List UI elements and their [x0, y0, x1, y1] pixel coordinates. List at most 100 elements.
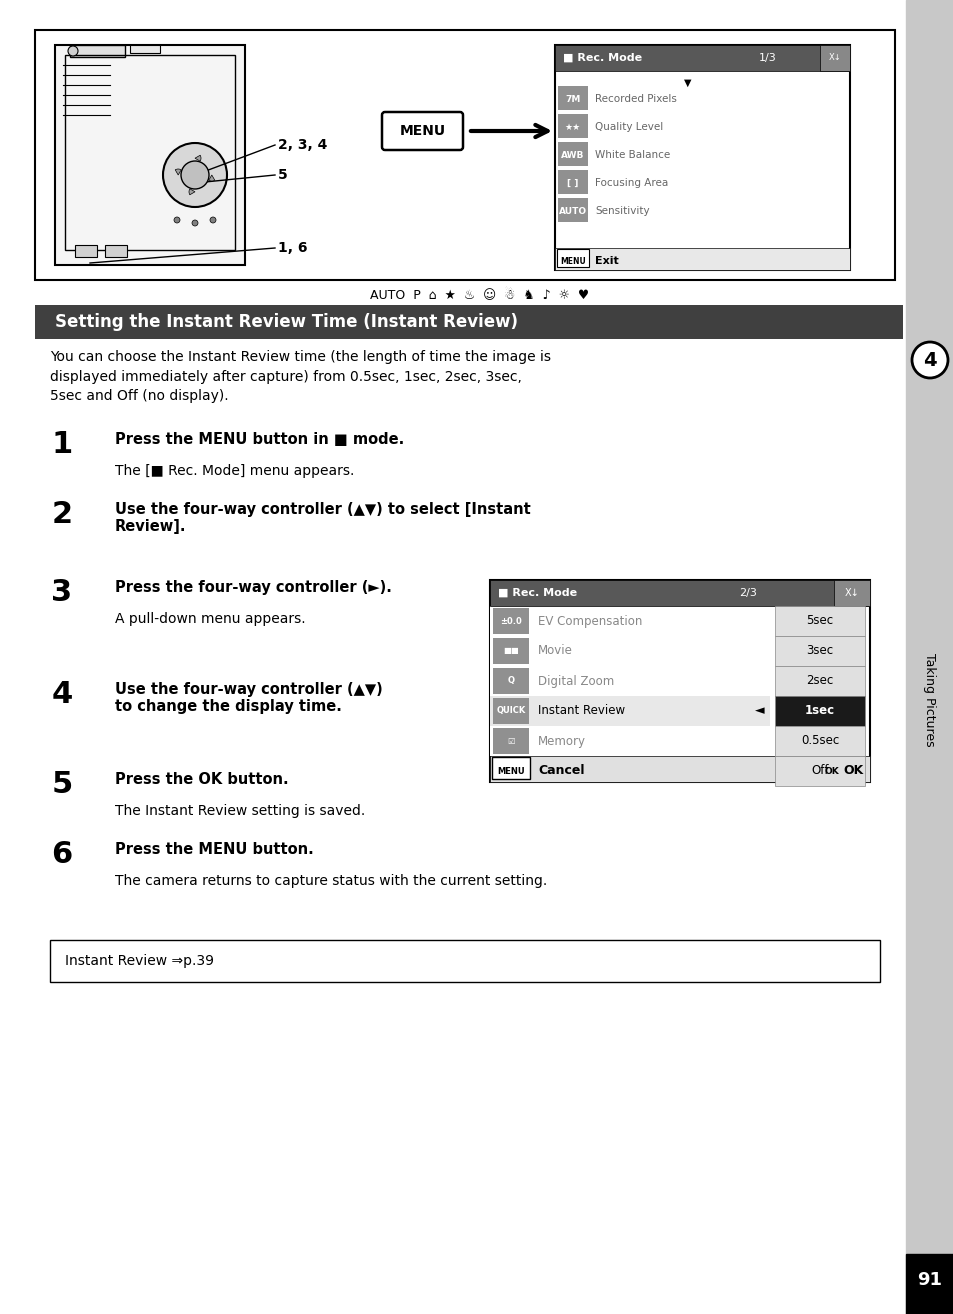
Circle shape	[163, 143, 227, 208]
Bar	[558, 170, 587, 194]
Bar	[130, 45, 160, 53]
Text: Use the four-way controller (▲▼) to select [Instant
Review].: Use the four-way controller (▲▼) to sele…	[115, 502, 530, 535]
Bar	[490, 579, 869, 606]
Bar	[558, 114, 587, 138]
Text: 2sec: 2sec	[805, 674, 833, 687]
Bar	[558, 142, 587, 166]
Text: ▼: ▼	[683, 78, 691, 88]
Text: Focusing Area: Focusing Area	[595, 177, 667, 188]
Text: Q: Q	[507, 677, 514, 686]
Text: [ ]: [ ]	[567, 179, 578, 188]
Text: Digital Zoom: Digital Zoom	[537, 674, 614, 687]
Text: OK: OK	[823, 766, 839, 775]
Text: 1/3: 1/3	[758, 53, 776, 63]
Text: Press the MENU button in ■ mode.: Press the MENU button in ■ mode.	[115, 432, 404, 447]
Bar	[70, 45, 125, 57]
Text: 2, 3, 4: 2, 3, 4	[277, 138, 327, 152]
Text: ±0.0: ±0.0	[499, 616, 521, 625]
Bar	[774, 727, 864, 756]
Bar	[493, 668, 529, 694]
Bar	[493, 728, 529, 754]
Text: ■ Rec. Mode: ■ Rec. Mode	[562, 53, 641, 63]
Text: AUTO  P  ⌂  ★  ♨  ☺  ☃  ♞  ♪  ☼  ♥: AUTO P ⌂ ★ ♨ ☺ ☃ ♞ ♪ ☼ ♥	[370, 288, 589, 302]
Text: ☑: ☑	[507, 737, 515, 745]
Circle shape	[68, 46, 78, 57]
Bar	[905, 1254, 953, 1314]
Text: 5: 5	[277, 168, 288, 183]
Text: The camera returns to capture status with the current setting.: The camera returns to capture status wit…	[115, 874, 547, 888]
Text: White Balance: White Balance	[595, 150, 670, 160]
Text: Exit: Exit	[595, 256, 618, 265]
Bar	[774, 606, 864, 636]
Text: MENU: MENU	[497, 766, 524, 775]
Text: OK: OK	[843, 765, 863, 778]
Text: Use the four-way controller (▲▼)
to change the display time.: Use the four-way controller (▲▼) to chan…	[115, 682, 382, 715]
Wedge shape	[189, 189, 194, 194]
Bar	[820, 45, 849, 71]
Text: Memory: Memory	[537, 735, 585, 748]
Text: 2/3: 2/3	[739, 587, 757, 598]
Text: 5sec: 5sec	[805, 615, 833, 628]
Text: The [■ Rec. Mode] menu appears.: The [■ Rec. Mode] menu appears.	[115, 464, 354, 478]
Bar	[490, 727, 769, 756]
Bar	[35, 30, 894, 280]
Text: AUTO: AUTO	[558, 206, 586, 215]
Text: Press the MENU button.: Press the MENU button.	[115, 842, 314, 857]
Circle shape	[911, 342, 947, 378]
Circle shape	[173, 217, 180, 223]
Wedge shape	[209, 175, 214, 181]
Bar	[833, 579, 869, 606]
FancyBboxPatch shape	[381, 112, 462, 150]
Text: 3sec: 3sec	[805, 644, 833, 657]
Text: 0.5sec: 0.5sec	[800, 735, 839, 748]
Bar	[774, 696, 864, 727]
Text: QUICK: QUICK	[496, 707, 525, 716]
Bar	[75, 244, 97, 258]
FancyBboxPatch shape	[557, 248, 588, 267]
Text: AWB: AWB	[560, 151, 584, 159]
Text: X↓: X↓	[828, 54, 841, 63]
Text: ◄: ◄	[755, 704, 764, 717]
Bar	[555, 248, 849, 269]
Bar	[490, 756, 869, 782]
Bar	[65, 55, 234, 250]
Text: MENU: MENU	[399, 124, 445, 138]
Text: X↓: X↓	[843, 587, 859, 598]
Wedge shape	[175, 170, 181, 175]
Bar	[55, 45, 245, 265]
Text: Quality Level: Quality Level	[595, 122, 662, 131]
Text: 3: 3	[51, 578, 72, 607]
Text: Cancel: Cancel	[537, 765, 584, 778]
FancyBboxPatch shape	[492, 757, 530, 779]
Bar	[490, 666, 769, 696]
Text: 4: 4	[51, 681, 72, 710]
Text: A pull-down menu appears.: A pull-down menu appears.	[115, 612, 305, 625]
Text: 4: 4	[923, 351, 936, 369]
Text: Taking Pictures: Taking Pictures	[923, 653, 936, 746]
Text: ■■: ■■	[502, 646, 518, 656]
Bar	[490, 579, 869, 782]
Bar	[35, 305, 902, 339]
Text: 1: 1	[51, 430, 72, 459]
Bar	[555, 45, 849, 71]
Text: 5: 5	[51, 770, 72, 799]
Text: Instant Review ⇒p.39: Instant Review ⇒p.39	[65, 954, 213, 968]
Text: 2: 2	[51, 501, 72, 530]
Bar	[490, 696, 769, 727]
Text: Recorded Pixels: Recorded Pixels	[595, 95, 677, 104]
Text: Instant Review: Instant Review	[537, 704, 624, 717]
Text: Press the OK button.: Press the OK button.	[115, 773, 289, 787]
Bar	[558, 198, 587, 222]
Text: Movie: Movie	[537, 644, 572, 657]
Bar	[493, 608, 529, 633]
Bar	[50, 940, 879, 982]
Text: 91: 91	[917, 1271, 942, 1289]
Text: 1sec: 1sec	[804, 704, 834, 717]
Text: MENU: MENU	[559, 256, 585, 265]
Bar	[493, 639, 529, 664]
Text: Setting the Instant Review Time (Instant Review): Setting the Instant Review Time (Instant…	[55, 313, 517, 331]
Bar	[558, 85, 587, 110]
Bar	[774, 756, 864, 786]
Bar	[555, 45, 849, 269]
Circle shape	[192, 219, 198, 226]
